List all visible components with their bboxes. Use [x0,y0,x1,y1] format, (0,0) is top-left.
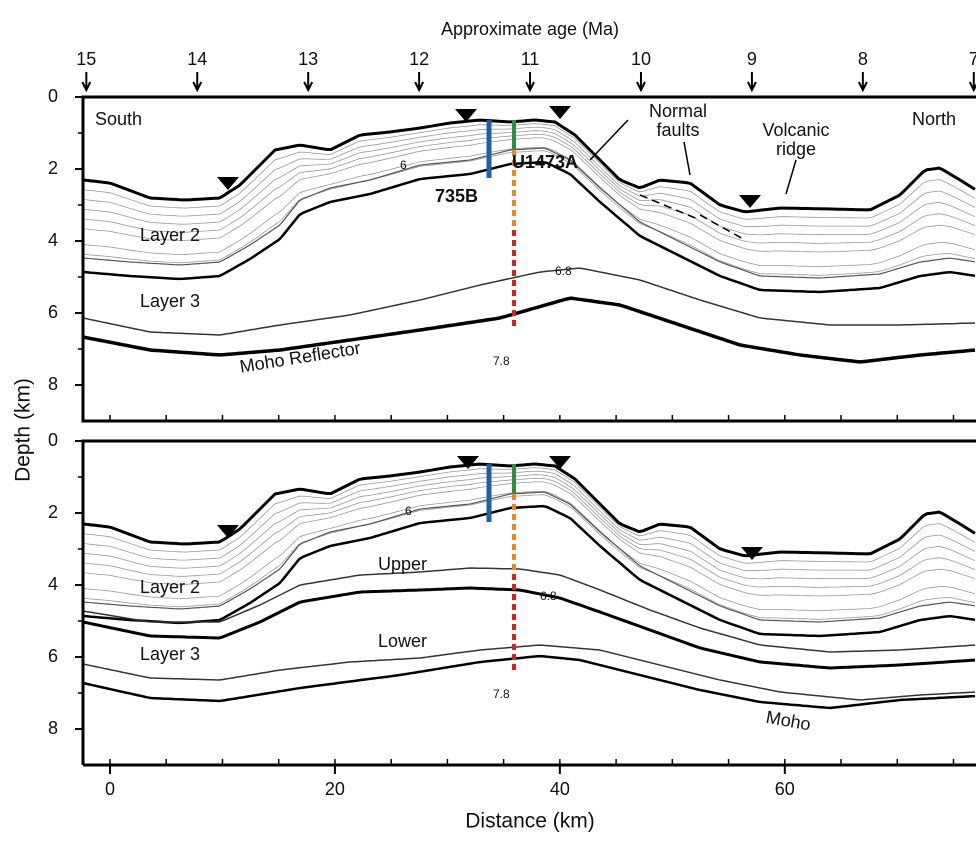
profile-line [82,267,976,336]
profiles [82,106,976,710]
label: Normal [649,101,707,121]
profile-line [82,123,976,220]
arrow [589,119,629,161]
age-tick-arrow [414,72,425,93]
age-tick-label: 11 [521,49,540,69]
age-axis-title: Approximate age (Ma) [441,19,619,39]
age-tick-arrow [525,72,535,93]
y-tick-label: 2 [48,158,58,178]
profile-line [82,504,976,638]
y-tick-label: 8 [48,718,58,738]
panel-frame [81,439,976,765]
y-tick-label: 0 [48,430,58,450]
label: 7.8 [493,354,510,368]
age-tick-arrow [192,72,203,93]
age-tick-label: 7 [969,49,976,69]
profile-line [82,146,976,268]
profile-line [82,150,976,276]
label: South [95,109,142,129]
y-tick-label: 4 [48,230,58,250]
age-tick-label: 13 [298,49,318,69]
label: Layer 2 [140,225,200,245]
x-tick-label: 60 [775,779,795,799]
age-tick-label: 15 [76,49,96,69]
label: 735B [435,186,478,206]
arrow [785,159,797,195]
label: faults [656,120,699,140]
profile-line [82,462,976,558]
profile-line [82,160,976,294]
triangle-marker [741,547,763,560]
triangle-marker [455,109,477,122]
age-tick-label: 8 [858,49,868,69]
label: 7.8 [493,687,510,701]
x-tick-label: 0 [105,779,115,799]
age-tick-label: 10 [631,49,651,69]
profile-line [82,586,976,670]
profile-line [82,477,976,588]
label: Layer 3 [140,291,200,311]
label: 6 [400,158,407,172]
label: 6.8 [555,264,572,278]
triangle-marker [217,177,239,190]
age-tick-label: 9 [747,49,757,69]
age-tick-arrow [968,72,976,93]
label: Lower [378,631,427,651]
triangle-marker [217,525,239,538]
x-tick-label: 20 [325,779,345,799]
profile-line [82,491,976,623]
label: Moho Reflector [238,338,362,377]
arrow [683,141,691,176]
y-tick-label: 2 [48,502,58,522]
profile-line [82,490,976,612]
label: Layer 2 [140,577,200,597]
profile-line [82,470,976,572]
age-tick-label: 14 [187,49,207,69]
profile-line [82,118,976,214]
profile-line [82,494,976,620]
label: ridge [776,139,816,159]
age-tick-arrow [747,72,757,93]
age-tick-label: 12 [409,49,429,69]
y-tick-label: 6 [48,302,58,322]
profile-line [82,126,976,228]
profile-line [82,137,976,253]
label: Upper [378,554,427,574]
age-tick-arrow [636,72,646,93]
profile-line [82,644,976,701]
y-axis-title: Depth (km) [12,378,35,482]
label: Volcanic [762,120,829,140]
label: Layer 3 [140,644,200,664]
profile-line [82,147,976,279]
profile-line [82,654,976,710]
profile-line [82,567,976,653]
profile-line [82,130,976,236]
profile-line [82,467,976,564]
profile-line [82,296,976,364]
y-tick-label: 4 [48,574,58,594]
label: 6 [405,504,412,518]
age-tick-arrow [857,72,868,93]
triangle-marker [739,195,761,208]
label: Moho [764,707,812,735]
profile-line [82,474,976,580]
triangle-marker [457,456,479,469]
age-tick-arrow [303,72,314,93]
age-tick-arrow [81,72,92,93]
label: 6.8 [540,589,557,603]
triangle-marker [549,456,571,469]
y-tick-label: 8 [48,374,58,394]
y-tick-label: 6 [48,646,58,666]
panel-frame [81,95,976,423]
y-tick-label: 0 [48,86,58,106]
label: U1473A [512,152,578,172]
label: North [912,109,956,129]
x-axis-title: Distance (km) [465,810,595,833]
triangle-marker [549,106,571,119]
profile-line [82,481,976,597]
profile-line [82,133,976,244]
fault-line [639,194,746,241]
x-tick-label: 40 [550,779,570,799]
